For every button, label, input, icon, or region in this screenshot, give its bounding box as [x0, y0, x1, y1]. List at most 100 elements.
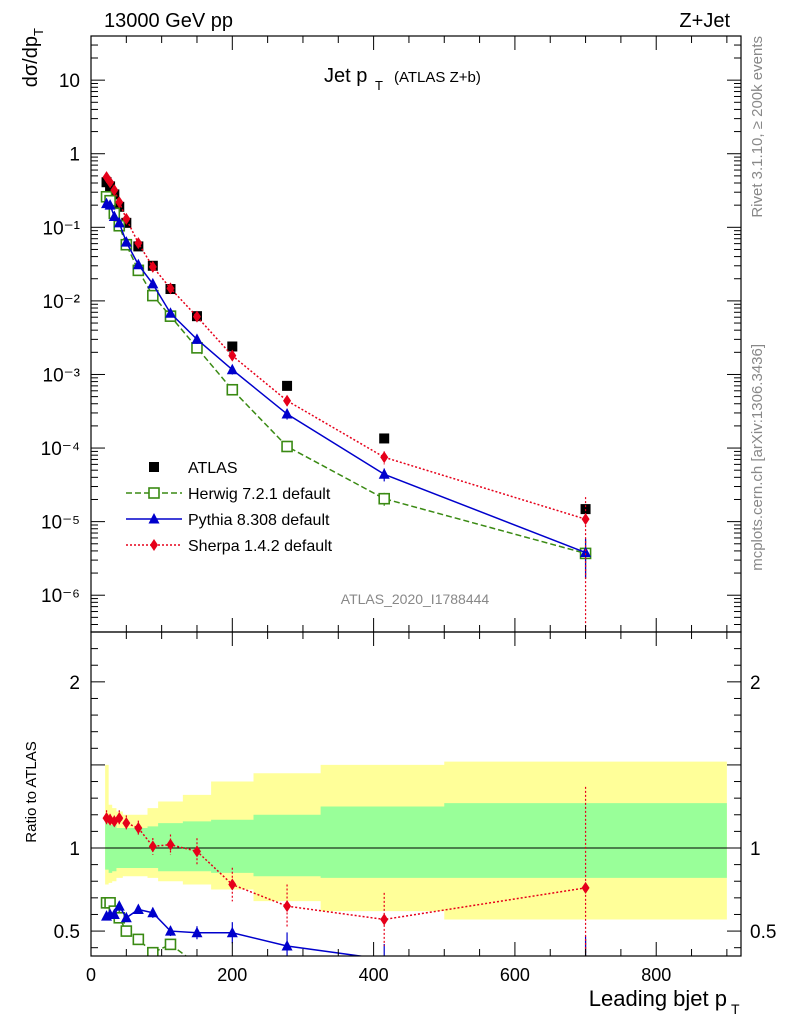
series-atlas-point — [227, 341, 238, 352]
series-sherpa-1-4-2-default-point — [115, 196, 124, 209]
series-sherpa-1-4-2-default-point — [166, 282, 175, 295]
series-herwig-7-2-1-default-point — [191, 342, 203, 354]
ratio-pythia-8-308-default-point — [281, 940, 293, 951]
chart-title: Jet p — [324, 65, 367, 87]
ratio-y-tick-label: 0.5 — [54, 922, 80, 943]
legend-item-herwig-7-2-1-default-label: Herwig 7.2.1 default — [188, 486, 331, 503]
series-sherpa-1-4-2-default-point — [380, 451, 389, 464]
series-herwig-7-2-1-default-point — [378, 492, 391, 505]
series-sherpa-1-4-2-default-point — [283, 394, 292, 407]
series-pythia-8-308-default-point — [108, 210, 120, 222]
series-herwig-7-2-1-default-point — [281, 440, 293, 453]
chart-title-subscript: T — [375, 78, 383, 93]
y-axis-label-main: dσ/dp — [20, 36, 42, 87]
legend-item-herwig-7-2-1-default-marker — [148, 487, 160, 499]
main-y-tick-label: 10⁻² — [43, 292, 81, 313]
ratio-plot-area: 0 200 400 600 800 0.5 0.5 1 1 2 2 — [54, 631, 776, 985]
series-pythia-8-308-default — [101, 197, 592, 579]
y-axis-label-ratio: Ratio to ATLAS — [23, 741, 40, 842]
ratio-band-stat-uncertainty — [105, 803, 727, 878]
ratio-series-group — [100, 786, 590, 956]
series-pythia-8-308-default-point — [191, 333, 203, 344]
series-sherpa-1-4-2-default-point — [134, 237, 143, 250]
legend-item-pythia-8-308-default: Pythia 8.308 default — [126, 512, 330, 529]
x-tick-label: 800 — [641, 965, 671, 985]
legend-item-pythia-8-308-default-label: Pythia 8.308 default — [188, 512, 330, 529]
series-sherpa-1-4-2-default — [102, 171, 590, 632]
legend: ATLAS Herwig 7.2.1 default Pythia 8.308 de… — [126, 460, 333, 555]
legend-item-herwig-7-2-1-default: Herwig 7.2.1 default — [126, 486, 331, 503]
series-pythia-8-308-default-point — [113, 216, 125, 228]
legend-item-sherpa-1-4-2-default-marker — [150, 539, 158, 551]
ratio-sherpa-1-4-2-default-point — [122, 817, 131, 830]
series-pythia-8-308-default-point — [104, 199, 116, 210]
series-atlas-point — [379, 433, 390, 444]
series-pythia-8-308-default-point — [132, 258, 144, 270]
ratio-herwig-7-2-1-default-point — [132, 933, 145, 946]
series-herwig-7-2-1-default-point — [147, 289, 159, 302]
series-sherpa-1-4-2-default-point — [581, 513, 590, 526]
main-y-tick-label: 10⁻³ — [43, 365, 81, 386]
main-y-tick-label: 10 — [59, 71, 80, 92]
series-sherpa-1-4-2-default-point — [228, 349, 237, 362]
series-pythia-8-308-default-point — [164, 307, 176, 318]
main-plot-area: 10⁻⁶ 10⁻⁵ 10⁻⁴ 10⁻³ 10⁻² 10⁻¹ 1 10 — [41, 35, 742, 633]
side-label-bottom: mcplots.cern.ch [arXiv:1306.3436] — [749, 344, 766, 571]
ratio-y-tick-label: 1 — [69, 839, 80, 860]
ratio-y-tick-label: 2 — [69, 673, 80, 694]
series-pythia-8-308-default-point — [378, 468, 390, 479]
series-atlas-point — [580, 504, 591, 515]
ratio-sherpa-1-4-2-default-point — [283, 900, 292, 913]
legend-item-sherpa-1-4-2-default: Sherpa 1.4.2 default — [126, 538, 333, 555]
ratio-pythia-8-308-default-point — [120, 911, 132, 923]
ratio-herwig-7-2-1-default-point — [120, 925, 133, 937]
legend-item-atlas: ATLAS — [149, 460, 238, 477]
series-pythia-8-308-default-point — [120, 236, 132, 247]
x-tick-label: 200 — [217, 965, 247, 985]
main-y-tick-label: 10⁻⁵ — [41, 513, 80, 534]
series-pythia-8-308-default-point — [281, 408, 293, 419]
ratio-pythia-8-308-default-point — [226, 926, 238, 938]
main-y-tick-label: 10⁻¹ — [43, 218, 81, 239]
ratio-sherpa-1-4-2-default-point — [192, 845, 201, 858]
ratio-pythia-8-308-default — [101, 900, 587, 956]
ratio-pythia-8-308-default-point — [164, 925, 176, 936]
ratio-sherpa-1-4-2-default-point — [166, 838, 175, 851]
ratio-pythia-8-308-default-point — [113, 900, 125, 911]
chart-title-extra: (ATLAS Z+b) — [394, 69, 481, 86]
series-sherpa-1-4-2-default-point — [106, 176, 115, 189]
series-sherpa-1-4-2-default-point — [192, 310, 201, 323]
ratio-pythia-8-308-default-point — [132, 903, 144, 914]
main-y-tick-label: 1 — [69, 145, 80, 166]
x-axis-label-subscript: T — [731, 1001, 740, 1017]
ratio-pythia-8-308-default-point — [191, 926, 203, 938]
ratio-frame — [90, 631, 742, 957]
series-sherpa-1-4-2-default-point — [110, 184, 119, 197]
header-left: 13000 GeV pp — [104, 10, 233, 32]
legend-item-atlas-marker — [149, 462, 159, 472]
y-axis-label-main-subscript: T — [31, 28, 46, 36]
legend-item-atlas-label: ATLAS — [188, 460, 238, 477]
series-sherpa-1-4-2-default-point — [122, 212, 131, 225]
ratio-sherpa-1-4-2-default-point — [148, 840, 157, 853]
legend-item-pythia-8-308-default-marker — [148, 513, 160, 524]
ratio-sherpa-1-4-2-default-point — [228, 878, 237, 891]
ratio-y-tick-label-right: 1 — [750, 839, 761, 860]
ratio-sherpa-1-4-2-default-point — [134, 822, 143, 835]
series-pythia-8-308-default-point — [226, 363, 238, 375]
ratio-pythia-8-308-default-point — [108, 908, 120, 919]
ratio-sherpa-1-4-2-default-point — [115, 812, 124, 825]
x-tick-label: 600 — [500, 965, 530, 985]
series-pythia-8-308-default-point — [147, 277, 159, 289]
watermark: ATLAS_2020_I1788444 — [341, 591, 490, 607]
main-y-tick-label: 10⁻⁴ — [41, 439, 80, 460]
ratio-y-tick-label-right: 0.5 — [750, 922, 776, 943]
ratio-herwig-7-2-1-default-point — [164, 938, 177, 951]
main-y-tick-label: 10⁻⁶ — [41, 586, 80, 607]
ratio-sherpa-1-4-2-default-point — [380, 913, 389, 926]
ratio-herwig-7-2-1-default-point — [147, 946, 159, 956]
ratio-sherpa-1-4-2-default — [102, 786, 590, 956]
x-tick-label: 0 — [86, 965, 96, 985]
ratio-pythia-8-308-default-point — [147, 906, 159, 918]
